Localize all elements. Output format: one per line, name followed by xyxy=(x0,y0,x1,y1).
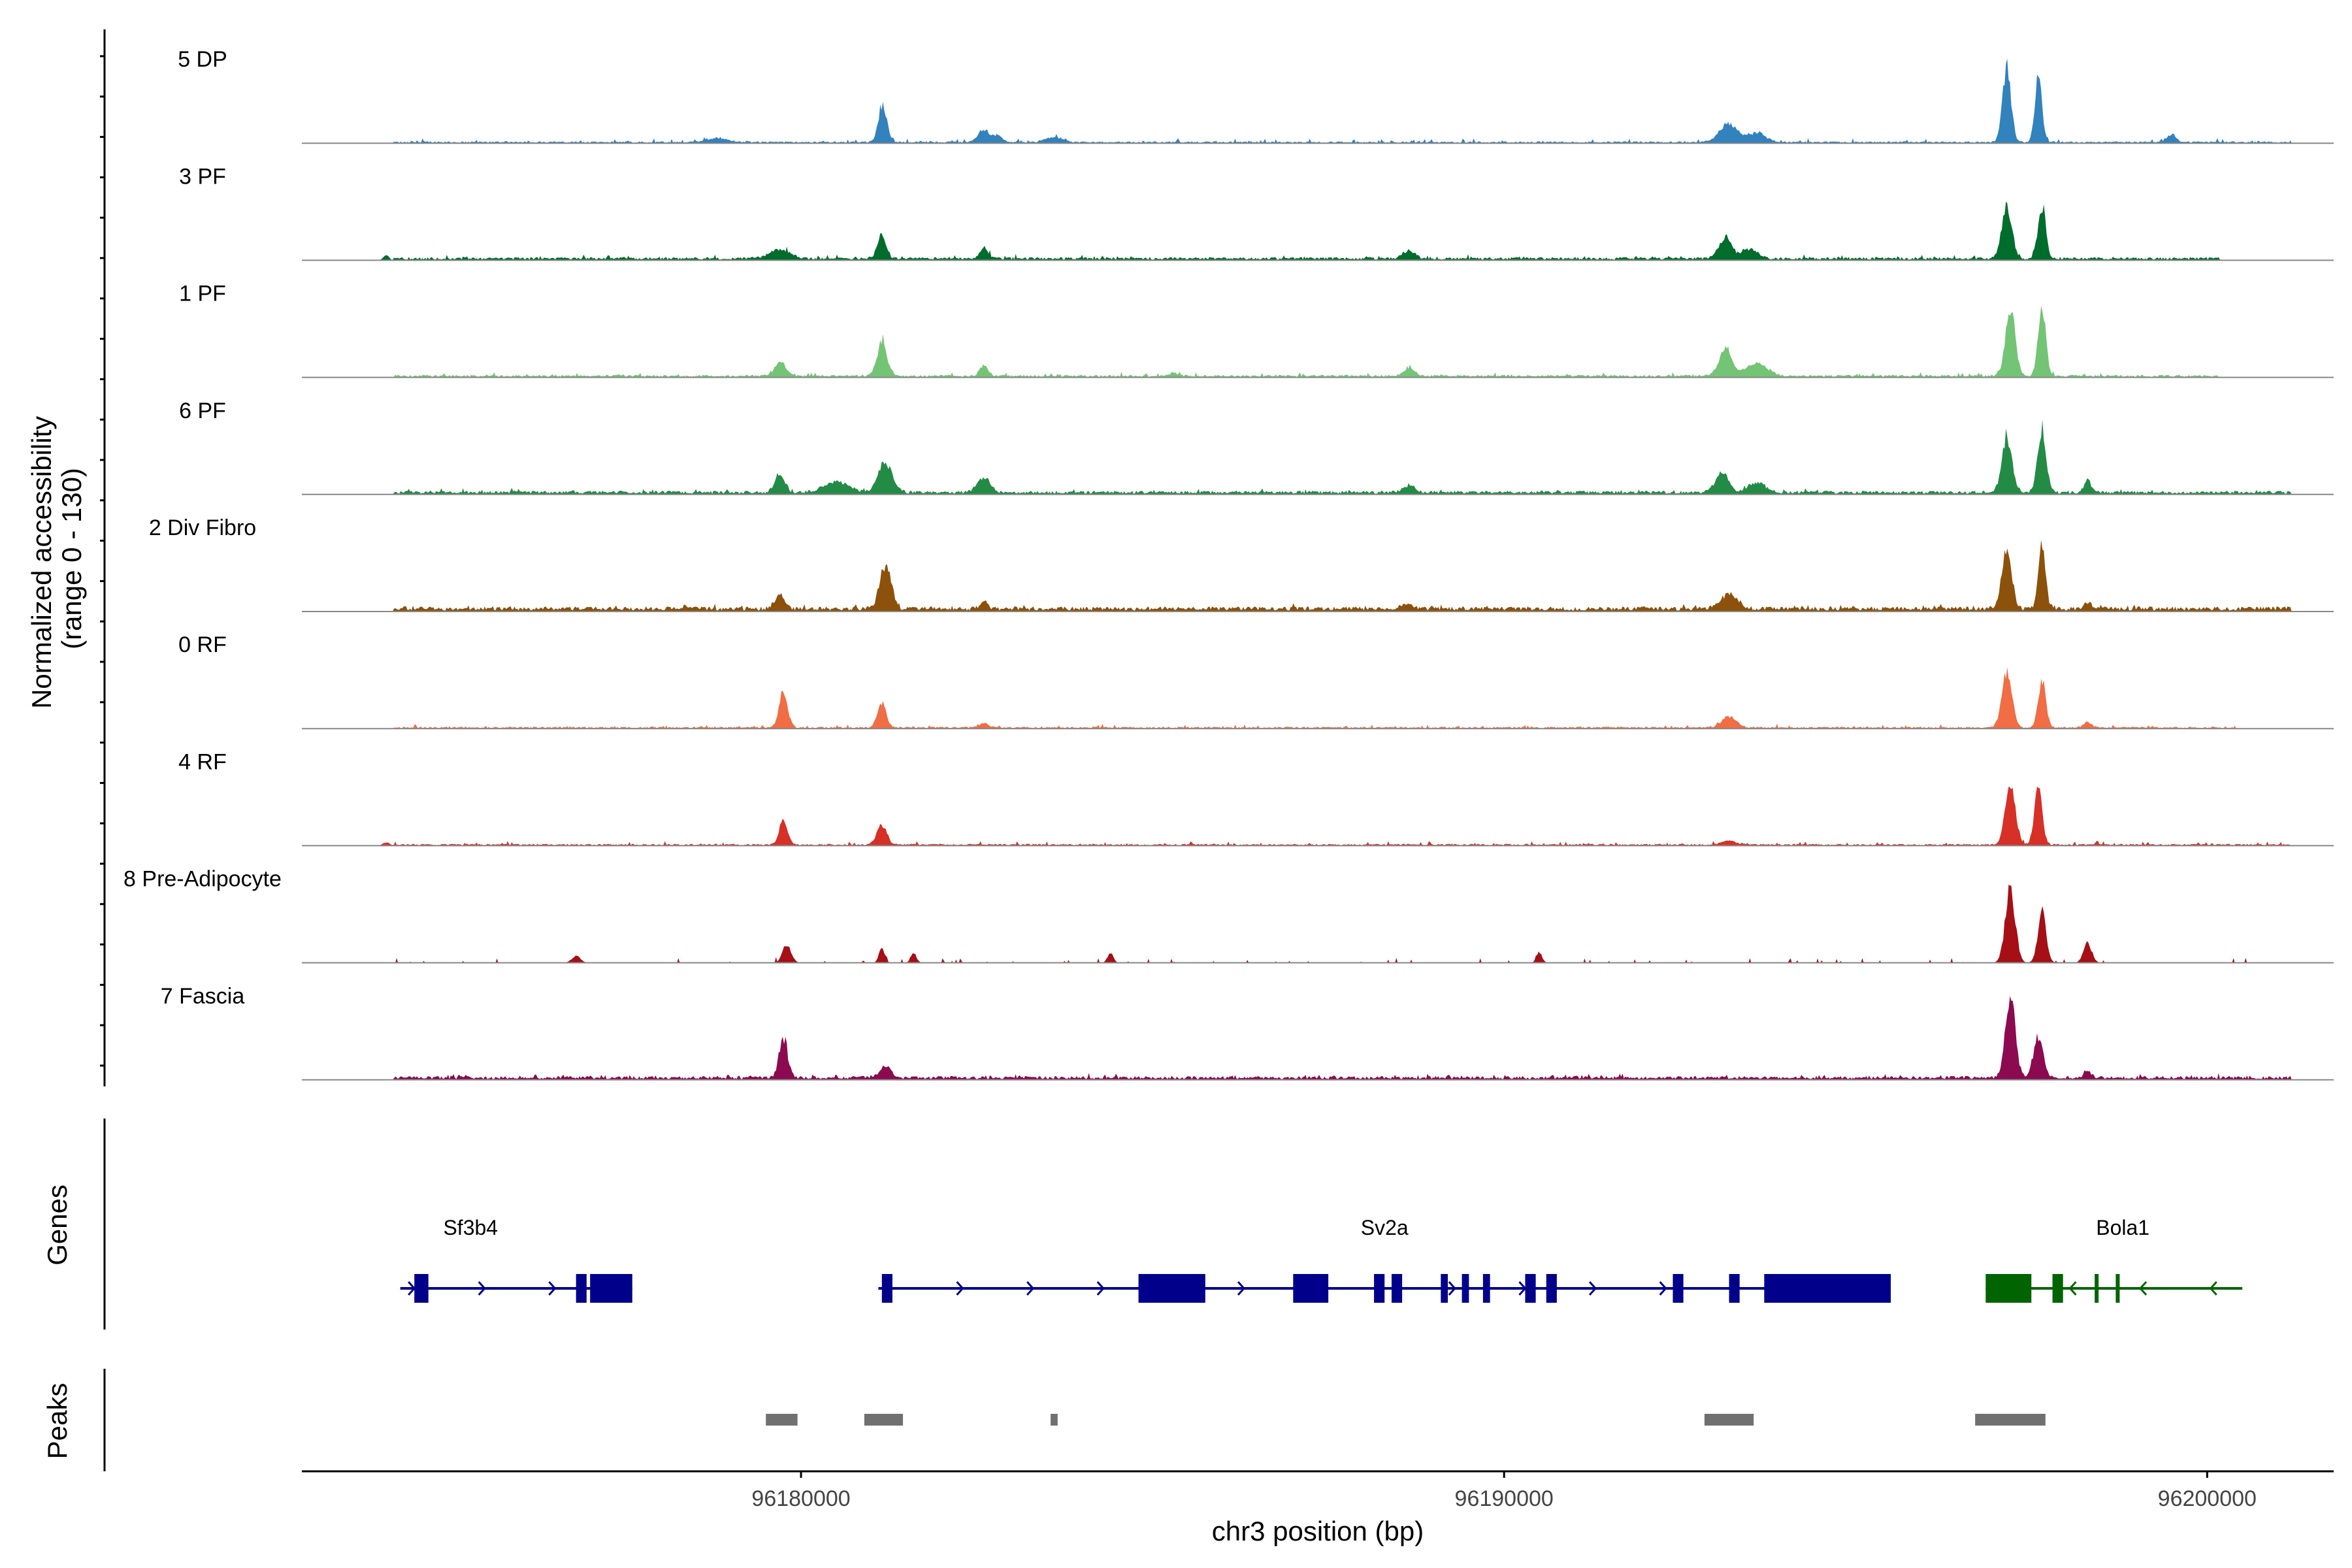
strand-arrow xyxy=(2209,1281,2217,1296)
strand-arrow xyxy=(2068,1281,2077,1296)
strand-arrow xyxy=(1237,1281,1246,1296)
coverage-area xyxy=(302,540,2334,612)
exon xyxy=(2095,1274,2099,1303)
track-label: 8 Pre-Adipocyte xyxy=(123,867,282,892)
track-label: 4 RF xyxy=(178,749,227,774)
coverage-area xyxy=(302,306,2334,378)
gene-sv2a: Sv2a xyxy=(878,1216,1891,1303)
x-axis: chr3 position (bp) 96180000 96190000 96200… xyxy=(302,1470,2334,1546)
exon xyxy=(1985,1274,2032,1303)
track-5-dp: 5 DP xyxy=(178,47,2334,144)
coverage-area xyxy=(302,667,2334,729)
track-7-fascia: 7 Fascia xyxy=(161,984,2334,1081)
exon xyxy=(1729,1274,1740,1303)
coverage-area xyxy=(302,996,2334,1080)
exon xyxy=(1673,1274,1684,1303)
gene-label: Bola1 xyxy=(2096,1216,2149,1239)
track-1-pf: 1 PF xyxy=(179,282,2334,378)
x-tick-label: 96180000 xyxy=(751,1486,850,1511)
gene-sf3b4: Sf3b4 xyxy=(400,1216,632,1303)
track-label: 2 Div Fibro xyxy=(149,515,256,540)
peak-region xyxy=(864,1414,904,1426)
y-axis-title: Normalized accessibility (range 0 - 130) xyxy=(26,408,87,709)
peaks-panel: Peaks xyxy=(42,1369,2046,1471)
track-3-pf: 3 PF xyxy=(179,164,2334,261)
exon xyxy=(1525,1274,1536,1303)
strand-arrow xyxy=(1659,1281,1667,1296)
peak-region xyxy=(1704,1414,1754,1426)
strand-arrow xyxy=(1026,1281,1035,1296)
exon xyxy=(1293,1274,1329,1303)
genes-panel: Genes Sf3b4 Sv2a Bola1 xyxy=(42,1119,2243,1330)
x-tick-label: 96190000 xyxy=(1455,1486,1554,1511)
coverage-area xyxy=(302,58,2334,144)
track-label: 7 Fascia xyxy=(161,984,245,1009)
y-axis: Normalized accessibility (range 0 - 130) xyxy=(26,29,106,1086)
strand-arrow xyxy=(2139,1281,2148,1296)
genes-panel-label: Genes xyxy=(42,1184,73,1266)
exon xyxy=(1374,1274,1385,1303)
peak-region xyxy=(1975,1414,2046,1426)
exon xyxy=(576,1274,587,1303)
strand-arrow xyxy=(548,1281,557,1296)
x-axis-title: chr3 position (bp) xyxy=(1212,1516,1424,1546)
exon xyxy=(2115,1274,2120,1303)
track-4-rf: 4 RF xyxy=(178,749,2334,847)
strand-arrow xyxy=(1096,1281,1105,1296)
gene-bola1: Bola1 xyxy=(1985,1216,2243,1303)
x-tick-label: 96200000 xyxy=(2158,1486,2257,1511)
track-label: 3 PF xyxy=(179,164,226,189)
coverage-area xyxy=(302,201,2334,261)
peak-region xyxy=(766,1414,798,1426)
coverage-area xyxy=(302,787,2334,846)
track-2-div-fibro: 2 Div Fibro xyxy=(149,515,2334,612)
strand-arrow xyxy=(478,1281,486,1296)
peaks-panel-label: Peaks xyxy=(42,1383,73,1460)
exon xyxy=(590,1274,632,1303)
peak-region xyxy=(1051,1414,1058,1426)
y-axis-title-line1: Normalized accessibility xyxy=(26,416,57,709)
coverage-tracks: 5 DP 3 PF 1 PF 6 PF 2 Div Fibro 0 RF 4 RF 8 Pre… xyxy=(123,47,2334,1081)
track-label: 0 RF xyxy=(178,632,227,657)
track-label: 5 DP xyxy=(178,47,227,72)
exon xyxy=(1441,1274,1448,1303)
track-0-rf: 0 RF xyxy=(178,632,2334,730)
gene-label: Sv2a xyxy=(1361,1216,1409,1239)
exon xyxy=(1482,1274,1490,1303)
coverage-area xyxy=(302,885,2334,963)
exon xyxy=(1462,1274,1469,1303)
strand-arrow xyxy=(1448,1281,1456,1296)
exon xyxy=(1546,1274,1557,1303)
exon xyxy=(1764,1274,1891,1303)
coverage-area xyxy=(302,419,2334,495)
exon xyxy=(881,1274,892,1303)
y-axis-title-line2: (range 0 - 130) xyxy=(56,468,87,649)
track-label: 6 PF xyxy=(179,399,226,423)
track-label: 1 PF xyxy=(179,282,226,306)
exon xyxy=(2052,1274,2063,1303)
track-8-pre-adipocyte: 8 Pre-Adipocyte xyxy=(123,867,2334,964)
exon xyxy=(1391,1274,1403,1303)
exon xyxy=(1138,1274,1205,1303)
exon xyxy=(414,1274,429,1303)
gene-label: Sf3b4 xyxy=(443,1216,498,1239)
strand-arrow xyxy=(1588,1281,1597,1296)
track-6-pf: 6 PF xyxy=(179,399,2334,495)
strand-arrow xyxy=(956,1281,964,1296)
